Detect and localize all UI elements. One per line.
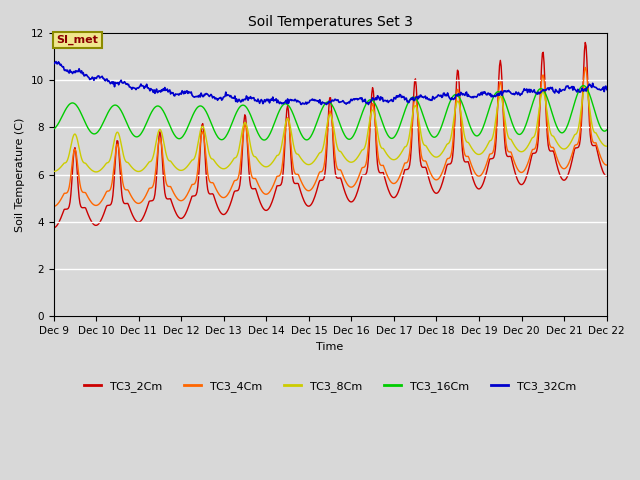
Legend: TC3_2Cm, TC3_4Cm, TC3_8Cm, TC3_16Cm, TC3_32Cm: TC3_2Cm, TC3_4Cm, TC3_8Cm, TC3_16Cm, TC3… xyxy=(80,376,580,396)
Y-axis label: Soil Temperature (C): Soil Temperature (C) xyxy=(15,118,25,232)
Title: Soil Temperatures Set 3: Soil Temperatures Set 3 xyxy=(248,15,413,29)
X-axis label: Time: Time xyxy=(317,342,344,352)
Text: SI_met: SI_met xyxy=(56,35,98,45)
